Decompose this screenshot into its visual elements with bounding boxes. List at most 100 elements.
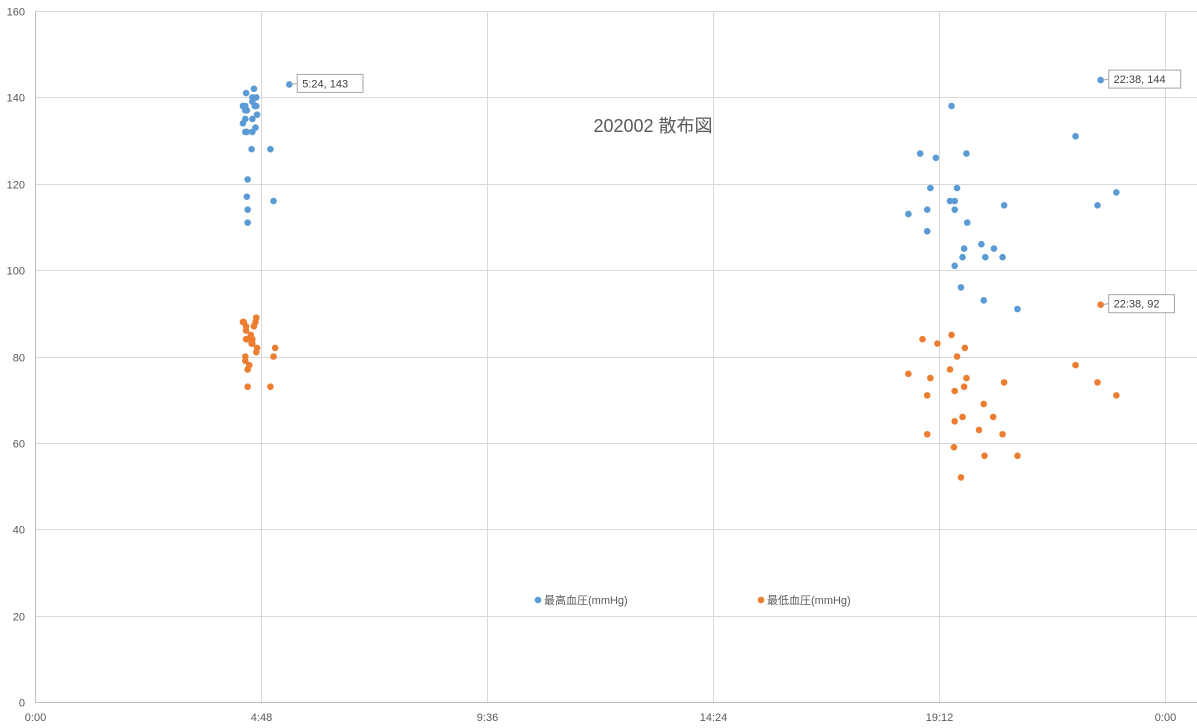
low-bp-point [953, 353, 961, 360]
low-bp-point [1014, 452, 1021, 460]
low-bp-point [242, 357, 249, 365]
low-bp-point [960, 383, 968, 391]
high-bp-point [948, 102, 955, 110]
high-bp-point [951, 206, 958, 213]
high-bp-point [951, 197, 958, 205]
high-bp-point [980, 297, 988, 304]
x-tick-label: 14:24 [700, 712, 728, 724]
high-bp-point [1094, 202, 1101, 209]
low-bp-point [267, 383, 274, 391]
high-bp-point [916, 150, 924, 157]
high-bp-point [932, 154, 940, 162]
low-bp-point [1097, 301, 1104, 308]
low-bp-point [951, 387, 958, 395]
high-bp-point [244, 219, 251, 226]
low-bp-point [948, 331, 955, 339]
data-points [239, 76, 1120, 481]
low-bp-point [975, 426, 983, 434]
low-bp-point [1072, 361, 1079, 369]
low-bp-point [961, 344, 969, 352]
x-tick-label: 0:00 [25, 712, 46, 724]
low-bp-point [270, 353, 277, 360]
low-bp-point [252, 314, 260, 321]
y-tick-label: 160 [7, 7, 25, 19]
y-tick-label: 60 [13, 439, 25, 451]
legend-marker [757, 596, 765, 604]
high-bp-point [1014, 305, 1021, 313]
high-bp-point [1072, 132, 1079, 140]
annotation-leader [1102, 303, 1109, 306]
high-bp-point [252, 102, 260, 110]
low-bp-point [981, 452, 988, 460]
y-tick-label: 0 [19, 698, 25, 710]
low-bp-point [999, 430, 1006, 438]
high-bp-point [252, 124, 259, 131]
low-bp-point [243, 335, 251, 343]
x-tick-label: 19:12 [926, 712, 954, 724]
annotation-label: 5:24, 143 [302, 78, 348, 90]
high-bp-point [951, 262, 958, 270]
low-bp-point [923, 392, 931, 399]
annotation-label: 22:38, 144 [1114, 74, 1166, 86]
high-bp-point [244, 206, 251, 213]
high-bp-point [1097, 76, 1104, 84]
low-bp-point [959, 413, 966, 421]
high-bp-point [244, 176, 251, 183]
low-bp-point [963, 374, 970, 382]
annotation-leader [291, 82, 298, 85]
high-bp-point [243, 128, 251, 136]
high-bp-point [963, 219, 971, 226]
high-bp-point [242, 89, 250, 97]
axes [35, 11, 1197, 703]
y-tick-label: 40 [13, 525, 25, 537]
x-tick-label: 0:00 [1155, 712, 1176, 724]
high-bp-point [960, 245, 968, 252]
high-bp-point [270, 197, 277, 205]
low-bp-point [919, 335, 926, 343]
high-bp-point [252, 94, 260, 101]
low-bp-point [1000, 379, 1008, 386]
high-bp-point [248, 145, 255, 153]
low-bp-point [905, 370, 912, 378]
low-bp-point [249, 340, 256, 347]
low-bp-point [245, 361, 253, 369]
y-tick-label: 80 [13, 353, 25, 365]
x-tick-label: 9:36 [477, 712, 498, 724]
y-tick-label: 100 [7, 266, 25, 278]
low-bp-point [253, 344, 261, 352]
high-bp-point [253, 111, 261, 118]
high-bp-point [990, 245, 998, 252]
high-bp-point [249, 115, 256, 123]
annotation-box [1108, 294, 1175, 314]
legend-entry: 最高血圧(mmHg) [544, 593, 628, 607]
y-tick-label: 20 [13, 612, 25, 624]
low-bp-point [989, 413, 997, 421]
high-bp-point [250, 85, 258, 93]
annotation-label: 22:38, 92 [1114, 299, 1160, 311]
high-bp-point [285, 81, 293, 88]
annotation-leader [1102, 78, 1109, 81]
x-tick-labels: 0:00 4:48 9:36 14:24 19:12 0:00 [25, 712, 1176, 724]
high-bp-point [1000, 202, 1008, 209]
high-bp-point [923, 227, 931, 235]
low-bp-point [242, 327, 250, 334]
high-bp-point [1113, 189, 1120, 196]
high-bp-point [959, 253, 966, 261]
low-bp-point [950, 443, 958, 451]
low-bp-point [1113, 392, 1120, 399]
high-bp-point [963, 150, 970, 157]
annotation-box [1108, 69, 1182, 89]
low-bp-point [951, 417, 958, 425]
high-bp-point [905, 210, 912, 218]
low-bp-point [957, 474, 965, 481]
low-bp-point [934, 340, 941, 347]
high-bp-point [946, 197, 954, 205]
high-bp-point [267, 145, 274, 153]
high-bp-point [927, 184, 934, 192]
chart-title: 202002 散布図 [593, 116, 712, 136]
high-bp-point [981, 253, 989, 261]
y-tick-label: 140 [7, 93, 25, 105]
high-bp-point [999, 253, 1006, 261]
legend: 最高血圧(mmHg) 最低血圧(mmHg) [534, 593, 851, 607]
